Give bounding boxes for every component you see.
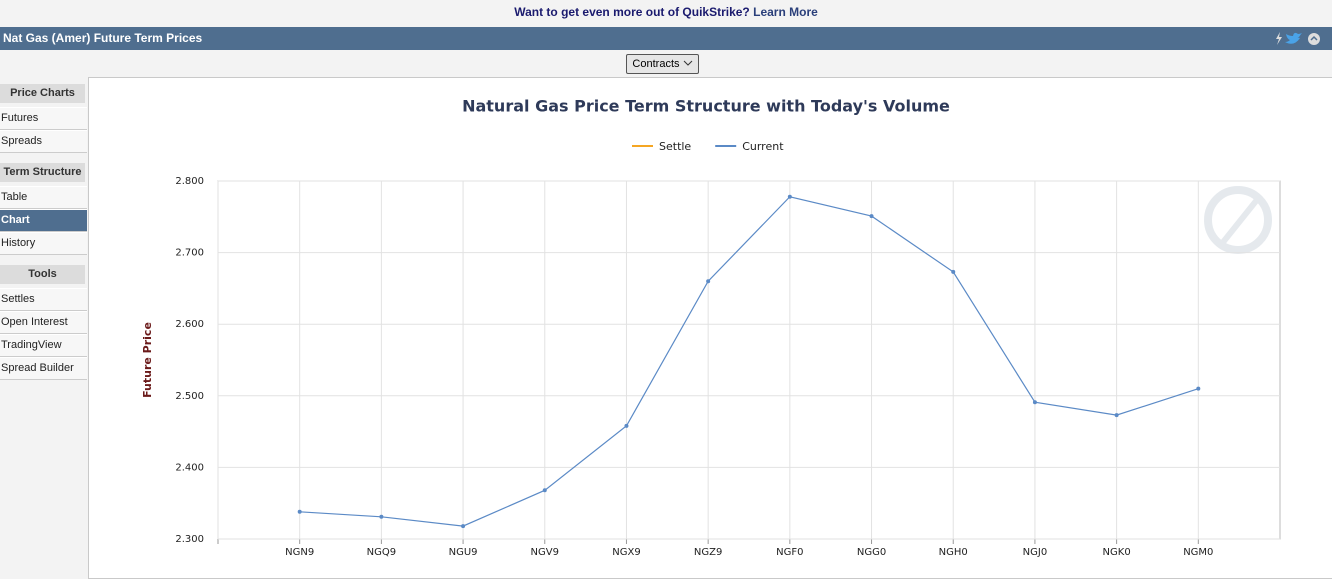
x-tick-label: NGG0	[857, 547, 886, 558]
header-bar: Nat Gas (Amer) Future Term Prices	[0, 27, 1332, 50]
sidebar-section: Term Structure Table Chart History	[0, 163, 87, 255]
x-tick-label: NGF0	[776, 547, 803, 558]
nav-item[interactable]: Table	[0, 186, 87, 209]
x-tick-label: NGK0	[1103, 547, 1131, 558]
section-header: Term Structure	[0, 163, 85, 182]
header-icons	[1276, 32, 1320, 45]
nav-item[interactable]: Open Interest	[0, 311, 87, 334]
y-tick-label: 2.300	[175, 534, 204, 545]
x-tick-label: NGQ9	[367, 547, 396, 558]
data-point	[951, 269, 956, 274]
chart: Natural Gas Price Term Structure with To…	[141, 97, 1281, 558]
data-point	[461, 524, 466, 529]
x-tick-label: NGU9	[449, 547, 478, 558]
nav-item[interactable]: Futures	[0, 107, 87, 130]
toolbar: Contracts	[0, 50, 1332, 77]
promo-banner: Want to get even more out of QuikStrike?…	[0, 0, 1332, 26]
y-tick-label: 2.400	[175, 462, 204, 473]
header-title: Nat Gas (Amer) Future Term Prices	[3, 31, 203, 45]
nav-item[interactable]: Settles	[0, 288, 87, 311]
nav-item[interactable]: TradingView	[0, 334, 87, 357]
data-point	[869, 214, 874, 219]
data-point	[624, 423, 629, 428]
legend-label: Current	[742, 140, 784, 153]
x-tick-label: NGV9	[531, 547, 559, 558]
promo-text: Want to get even more out of QuikStrike?	[514, 5, 750, 19]
sidebar: Price Charts Futures Spreads Term Structure…	[0, 84, 87, 390]
data-point	[542, 488, 547, 493]
x-tick-label: NGH0	[939, 547, 968, 558]
sidebar-section: Tools Settles Open Interest TradingView Spre…	[0, 265, 87, 380]
chevron	[683, 60, 692, 66]
x-tick-label: NGJ0	[1023, 547, 1048, 558]
flash-icon[interactable]	[1276, 32, 1282, 45]
chart-title: Natural Gas Price Term Structure with To…	[462, 97, 950, 116]
chart-panel: Natural Gas Price Term Structure with To…	[88, 77, 1332, 579]
y-tick-label: 2.700	[175, 248, 204, 259]
data-point	[379, 514, 384, 519]
collapse-icon[interactable]	[1308, 33, 1320, 45]
data-point	[787, 194, 792, 199]
section-header: Price Charts	[0, 84, 85, 103]
data-point	[1032, 400, 1037, 405]
data-point	[706, 279, 711, 284]
nav-item[interactable]: Spread Builder	[0, 357, 87, 380]
x-tick-label: NGZ9	[694, 547, 722, 558]
x-tick-label: NGX9	[612, 547, 640, 558]
nav-item[interactable]: Spreads	[0, 130, 87, 153]
y-tick-label: 2.800	[175, 176, 204, 187]
section-header: Tools	[0, 265, 85, 284]
x-tick-label: NGM0	[1183, 547, 1213, 558]
data-point	[1196, 386, 1201, 391]
series-line	[299, 196, 1199, 527]
watermark	[1204, 186, 1272, 254]
nav-item[interactable]: History	[0, 232, 87, 255]
plot-area	[217, 180, 1281, 540]
legend-label: Settle	[659, 140, 691, 153]
contracts-label: Contracts	[632, 58, 680, 70]
data-point	[1114, 413, 1119, 418]
y-tick-label: 2.600	[175, 319, 204, 330]
nav-item[interactable]: Chart	[0, 209, 87, 232]
x-tick-label: NGN9	[285, 547, 314, 558]
twitter-icon[interactable]	[1285, 32, 1302, 44]
y-axis-title: Future Price	[141, 322, 154, 398]
sidebar-section: Price Charts Futures Spreads	[0, 84, 87, 153]
y-tick-label: 2.500	[175, 391, 204, 402]
contracts-button[interactable]: Contracts	[626, 54, 699, 74]
data-point	[297, 509, 302, 514]
learn-more-link[interactable]: Learn More	[753, 5, 818, 19]
